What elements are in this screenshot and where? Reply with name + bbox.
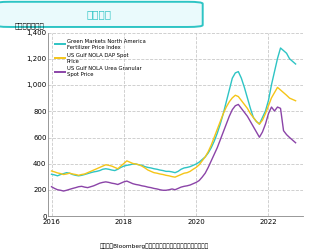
Text: （出所：Bloombergより住友商事グローバルリサーチ作成）: （出所：Bloombergより住友商事グローバルリサーチ作成）: [100, 243, 209, 249]
Legend: Green Markets North America
Fertilizer Price Index, US Gulf NOLA DAP Spot
Price,: Green Markets North America Fertilizer P…: [53, 37, 148, 80]
Text: 肥料価格: 肥料価格: [87, 9, 111, 19]
FancyBboxPatch shape: [0, 2, 203, 27]
Text: （ドル／トン）: （ドル／トン）: [15, 22, 44, 29]
